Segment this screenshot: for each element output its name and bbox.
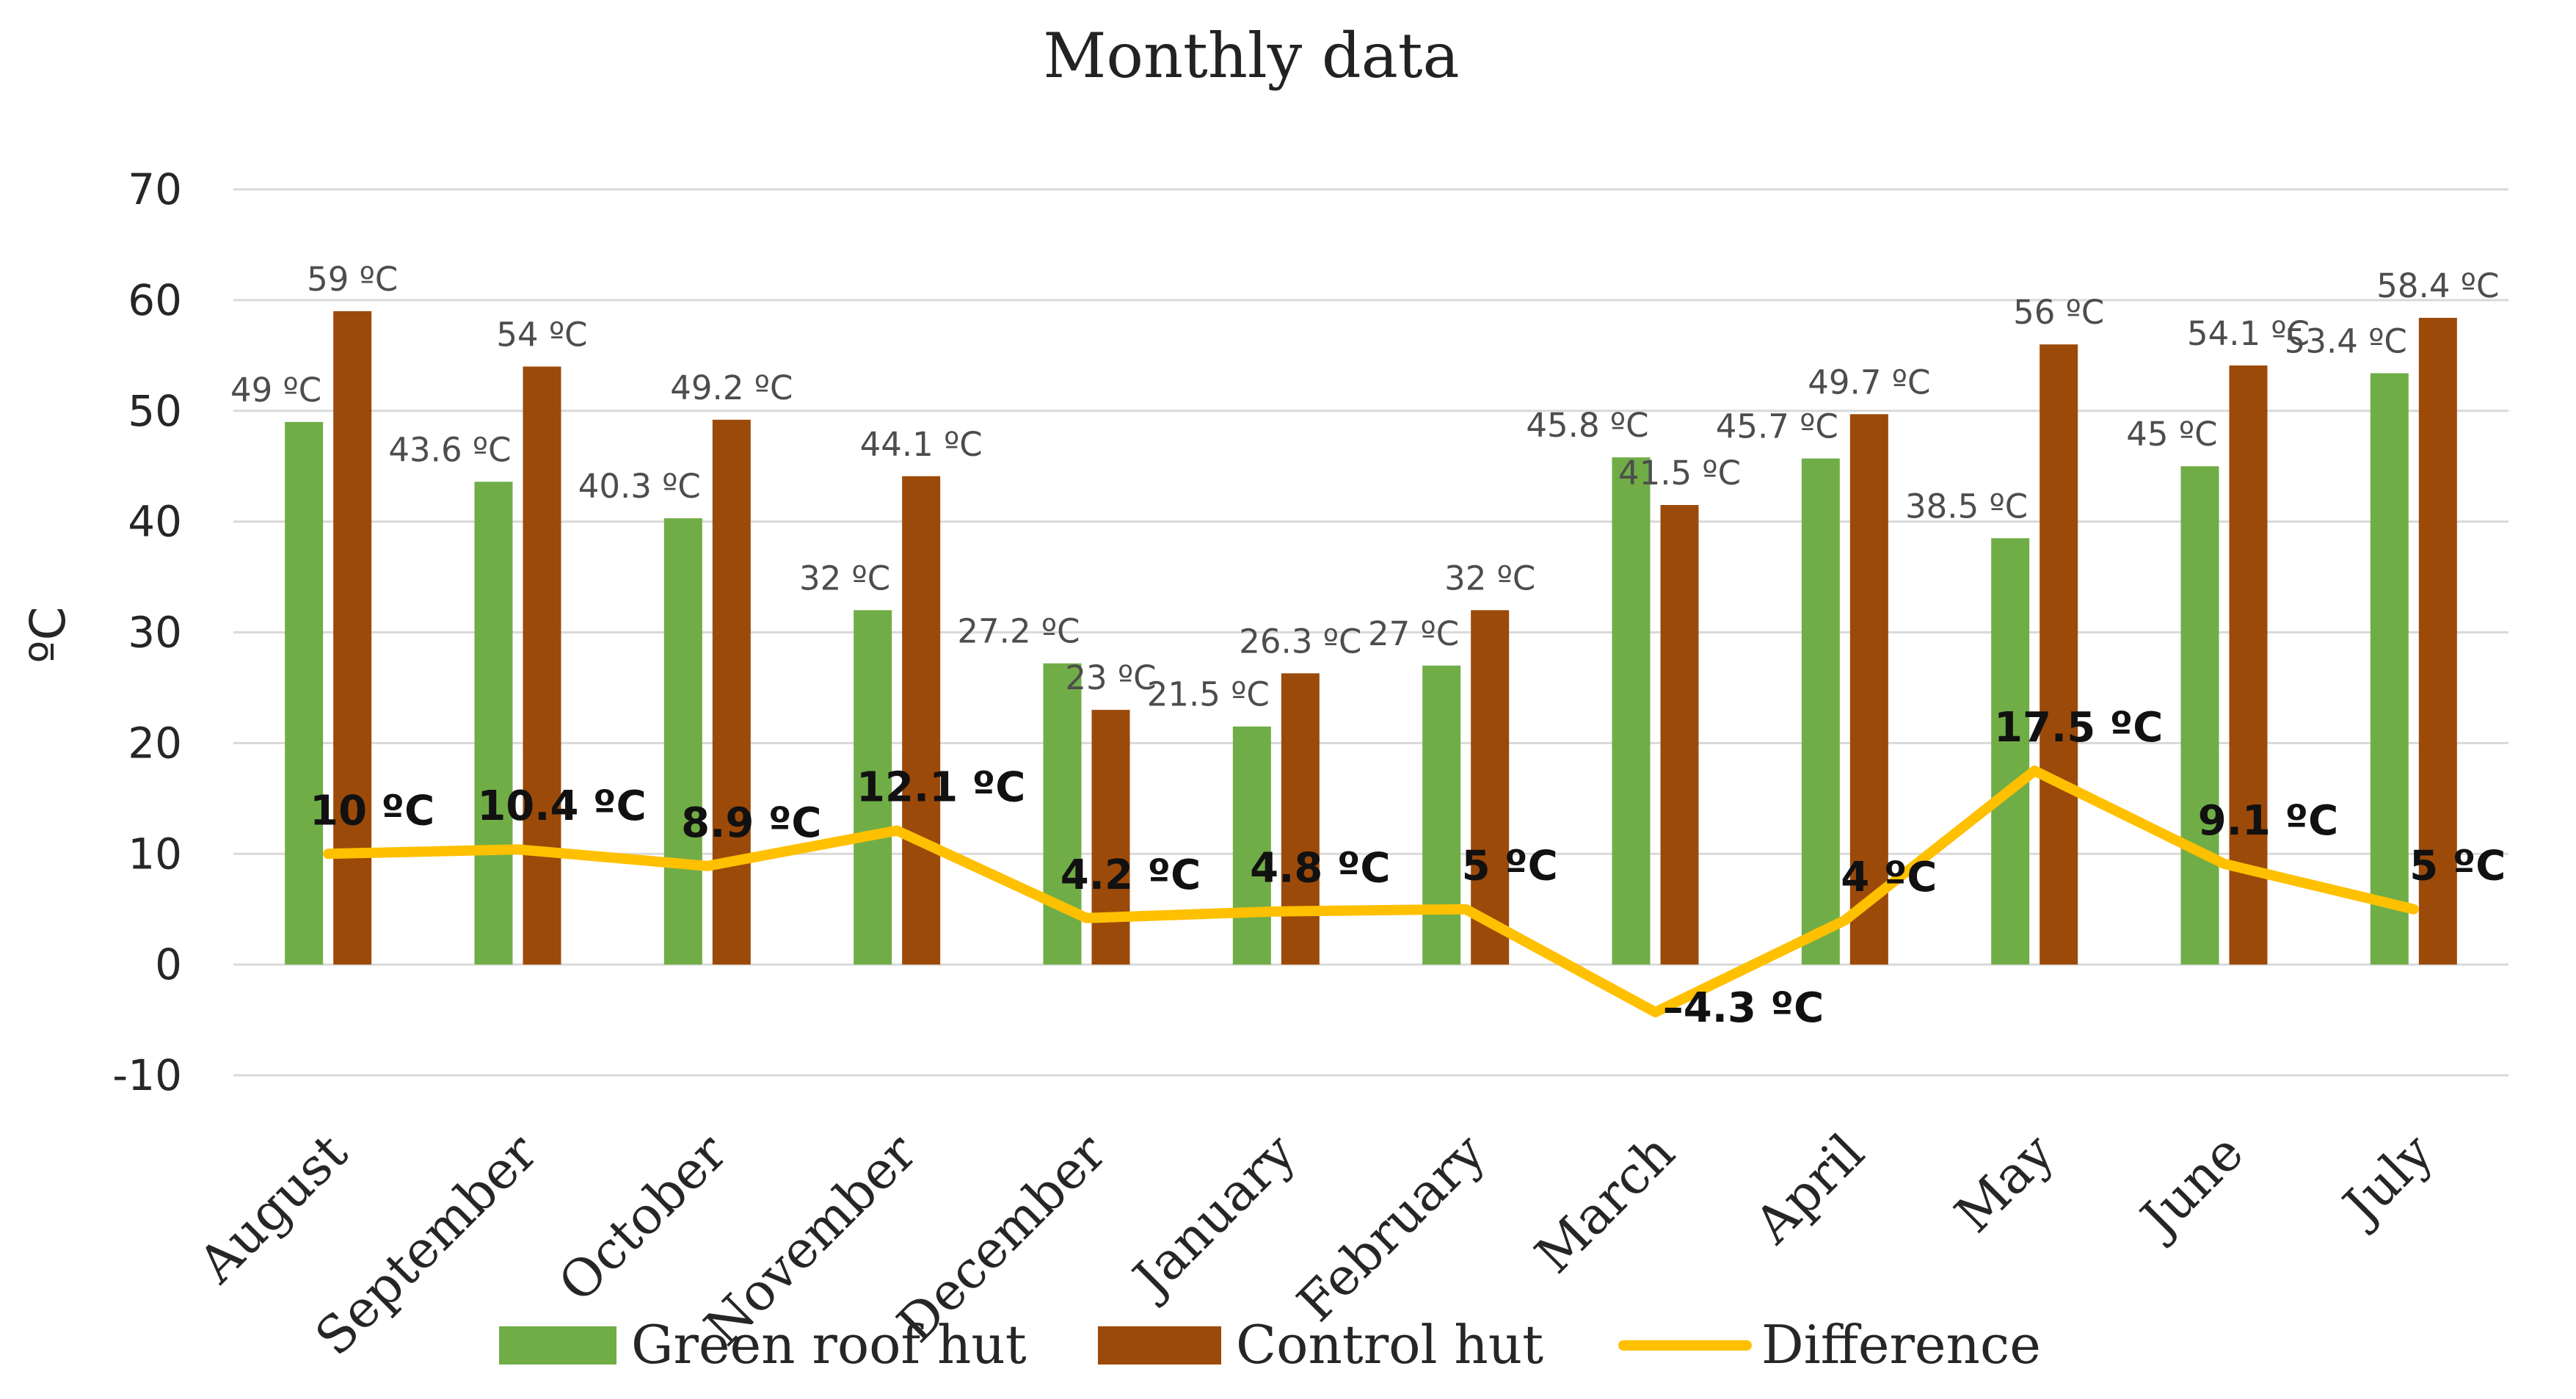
- y-tick-label: 60: [128, 275, 182, 325]
- bar-label-green-roof-hut-february: 27 ºC: [1368, 614, 1459, 653]
- bar-control-hut-august: [333, 310, 372, 965]
- difference-data-labels: 10 ºC 10.4 ºC 8.9 ºC 12.1 ºC 4.2 ºC 4.8 ºC 5 º…: [310, 704, 2506, 1032]
- x-tick-february: February: [1286, 1122, 1497, 1334]
- bar-green-roof-hut-september: [474, 482, 513, 965]
- bar-control-hut-september: [523, 366, 561, 965]
- bar-green-roof-hut-may: [1991, 538, 2030, 965]
- bar-label-green-roof-hut-december: 27.2 ºC: [957, 612, 1080, 651]
- bar-control-hut-december: [1091, 710, 1130, 965]
- legend-swatch-control-hut: [1098, 1326, 1221, 1365]
- difference-label-august: 10 ºC: [310, 787, 434, 835]
- bar-label-control-hut-may: 56 ºC: [2013, 293, 2104, 332]
- bar-label-green-roof-hut-may: 38.5 ºC: [1905, 487, 2028, 526]
- bar-label-control-hut-june: 54.1 ºC: [2187, 314, 2310, 353]
- bar-label-control-hut-april: 49.7 ºC: [1808, 363, 1930, 401]
- bar-control-hut-november: [902, 476, 941, 965]
- x-tick-april: April: [1742, 1122, 1875, 1255]
- bar-label-green-roof-hut-june: 45 ºC: [2126, 415, 2217, 454]
- difference-label-october: 8.9 ºC: [681, 799, 821, 847]
- y-axis-label: ºC: [20, 606, 76, 663]
- y-axis-ticks: -10 0 10 20 30 40 50 60 70: [112, 164, 182, 1100]
- bar-label-control-hut-october: 49.2 ºC: [670, 368, 793, 407]
- difference-label-july: 5 ºC: [2409, 843, 2506, 890]
- y-tick-label: 50: [128, 386, 182, 436]
- bar-control-hut-april: [1849, 414, 1888, 965]
- bar-green-roof-hut-april: [1801, 458, 1840, 965]
- bar-label-green-roof-hut-march: 45.8 ºC: [1526, 406, 1648, 445]
- bar-label-control-hut-march: 41.5 ºC: [1618, 454, 1741, 493]
- x-tick-july: July: [2329, 1122, 2445, 1238]
- bar-control-hut-january: [1281, 673, 1320, 965]
- y-tick-label: 0: [155, 940, 182, 989]
- y-tick-label: 70: [128, 164, 182, 214]
- bar-control-hut-march: [1660, 504, 1699, 965]
- y-tick-label: 30: [128, 608, 182, 658]
- x-tick-march: March: [1524, 1122, 1686, 1284]
- bar-label-control-hut-september: 54 ºC: [496, 315, 587, 354]
- difference-label-december: 4.2 ºC: [1060, 851, 1201, 899]
- bar-label-green-roof-hut-april: 45.7 ºC: [1716, 407, 1838, 446]
- bar-green-roof-hut-july: [2370, 373, 2409, 965]
- legend-label-difference: Difference: [1761, 1314, 2041, 1376]
- legend-swatch-green-roof-hut: [499, 1326, 616, 1365]
- bar-green-roof-hut-march: [1612, 457, 1651, 965]
- bar-label-control-hut-july: 58.4 ºC: [2376, 266, 2499, 305]
- bar-label-control-hut-december: 23 ºC: [1065, 658, 1156, 697]
- bar-green-roof-hut-december: [1043, 663, 1082, 965]
- chart-title: Monthly data: [1043, 20, 1459, 92]
- difference-label-june: 9.1 ºC: [2198, 797, 2338, 845]
- difference-label-may: 17.5 ºC: [1994, 704, 2163, 752]
- bar-control-hut-february: [1471, 610, 1510, 965]
- bar-data-labels: 49 ºC 43.6 ºC 40.3 ºC 32 ºC 27.2 ºC 21.5 ºC 27…: [230, 260, 2499, 714]
- difference-line-group: [323, 766, 2419, 1018]
- bar-label-control-hut-november: 44.1 ºC: [860, 425, 983, 464]
- x-tick-august: August: [186, 1122, 359, 1295]
- bar-green-roof-hut-august: [285, 421, 324, 965]
- difference-label-march: –4.3 ºC: [1663, 984, 1824, 1032]
- difference-label-september: 10.4 ºC: [477, 782, 646, 830]
- bar-label-green-roof-hut-september: 43.6 ºC: [388, 430, 511, 469]
- bar-label-green-roof-hut-november: 32 ºC: [799, 559, 890, 597]
- difference-label-april: 4 ºC: [1841, 854, 1937, 901]
- bar-label-green-roof-hut-october: 40.3 ºC: [578, 467, 701, 506]
- y-tick-label: 40: [128, 497, 182, 547]
- difference-label-january: 4.8 ºC: [1250, 845, 1390, 893]
- bar-label-green-roof-hut-july: 53.4 ºC: [2285, 321, 2407, 360]
- bar-green-roof-hut-october: [663, 518, 702, 965]
- difference-label-february: 5 ºC: [1462, 843, 1558, 890]
- y-tick-label: 20: [128, 718, 182, 768]
- bar-green-roof-hut-november: [854, 610, 892, 965]
- x-tick-october: October: [547, 1122, 738, 1314]
- bar-control-hut-october: [712, 419, 751, 965]
- legend-label-control-hut: Control hut: [1236, 1314, 1543, 1376]
- bar-green-roof-hut-january: [1232, 726, 1271, 965]
- bar-control-hut-july: [2418, 318, 2457, 965]
- x-tick-june: June: [2126, 1122, 2255, 1251]
- bar-control-hut-may: [2040, 344, 2078, 965]
- difference-label-november: 12.1 ºC: [856, 764, 1025, 812]
- bar-label-green-roof-hut-august: 49 ºC: [230, 371, 321, 410]
- y-tick-label: -10: [112, 1050, 182, 1100]
- legend: Green roof hut Control hut Difference: [499, 1314, 2041, 1376]
- bar-label-control-hut-january: 26.3 ºC: [1239, 622, 1361, 661]
- legend-label-green-roof-hut: Green roof hut: [631, 1314, 1027, 1376]
- bar-green-roof-hut-june: [2180, 466, 2219, 965]
- bar-label-control-hut-august: 59 ºC: [307, 260, 398, 299]
- bar-label-green-roof-hut-january: 21.5 ºC: [1147, 675, 1270, 714]
- y-tick-label: 10: [128, 829, 182, 879]
- x-tick-may: May: [1943, 1122, 2065, 1244]
- difference-line: [323, 766, 2419, 1018]
- bar-green-roof-hut-february: [1422, 665, 1461, 965]
- x-tick-january: January: [1118, 1122, 1307, 1311]
- bar-label-control-hut-february: 32 ºC: [1444, 559, 1535, 597]
